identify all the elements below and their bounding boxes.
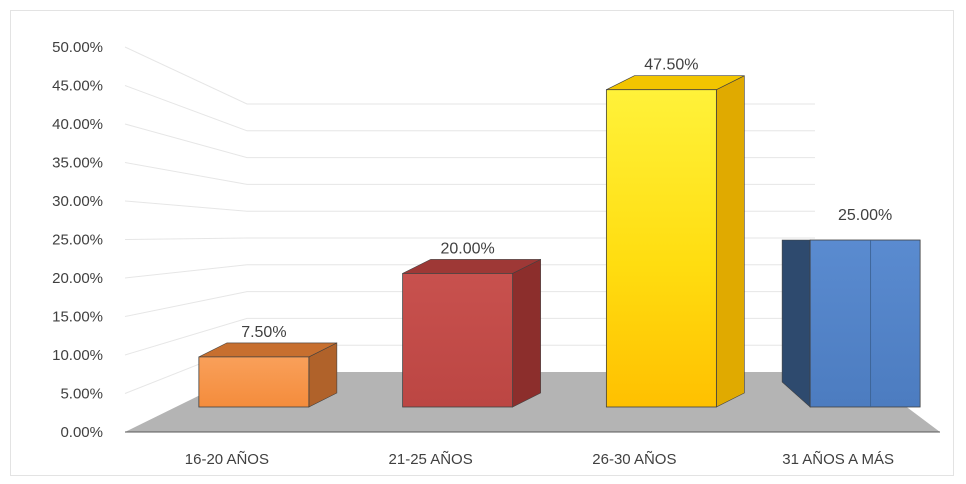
y-tick-label: 30.00% <box>52 193 103 210</box>
bar-front-face <box>605 89 717 408</box>
bar-side-face <box>781 239 811 408</box>
y-tick-label: 0.00% <box>60 424 103 441</box>
y-axis-tick-labels: 0.00% 5.00% 10.00% 15.00% 20.00% 25.00% 30.00%… <box>52 39 103 441</box>
data-label: 7.50% <box>241 324 286 341</box>
bars <box>198 75 921 408</box>
bar-1 <box>198 342 338 408</box>
data-label: 25.00% <box>838 207 892 224</box>
y-tick-label: 35.00% <box>52 155 103 172</box>
y-tick-label: 20.00% <box>52 270 103 287</box>
data-labels: 7.50% 20.00% 47.50% 25.00% <box>241 57 892 341</box>
x-axis-tick-labels: 16-20 AÑOS 21-25 AÑOS 26-30 AÑOS 31 AÑOS A … <box>185 451 894 468</box>
y-tick-label: 5.00% <box>60 386 103 403</box>
y-tick-label: 45.00% <box>52 78 103 95</box>
bar-3 <box>605 75 745 408</box>
data-label: 20.00% <box>440 240 494 257</box>
x-tick-label: 31 AÑOS A MÁS <box>782 451 894 468</box>
y-tick-label: 25.00% <box>52 232 103 249</box>
y-tick-label: 40.00% <box>52 116 103 133</box>
x-tick-label: 21-25 AÑOS <box>389 451 473 468</box>
x-tick-label: 16-20 AÑOS <box>185 451 269 468</box>
bar-2 <box>402 258 541 408</box>
y-tick-label: 50.00% <box>52 39 103 56</box>
y-tick-label: 15.00% <box>52 309 103 326</box>
bar-side-face <box>716 75 745 408</box>
y-tick-label: 10.00% <box>52 347 103 364</box>
bar-side-face <box>512 258 541 408</box>
bar-4 <box>781 239 921 408</box>
x-tick-label: 26-30 AÑOS <box>592 451 676 468</box>
bar-front-face <box>198 356 310 408</box>
data-label: 47.50% <box>644 57 698 74</box>
bar-front-face <box>402 272 514 408</box>
bar-front-face <box>809 239 921 408</box>
